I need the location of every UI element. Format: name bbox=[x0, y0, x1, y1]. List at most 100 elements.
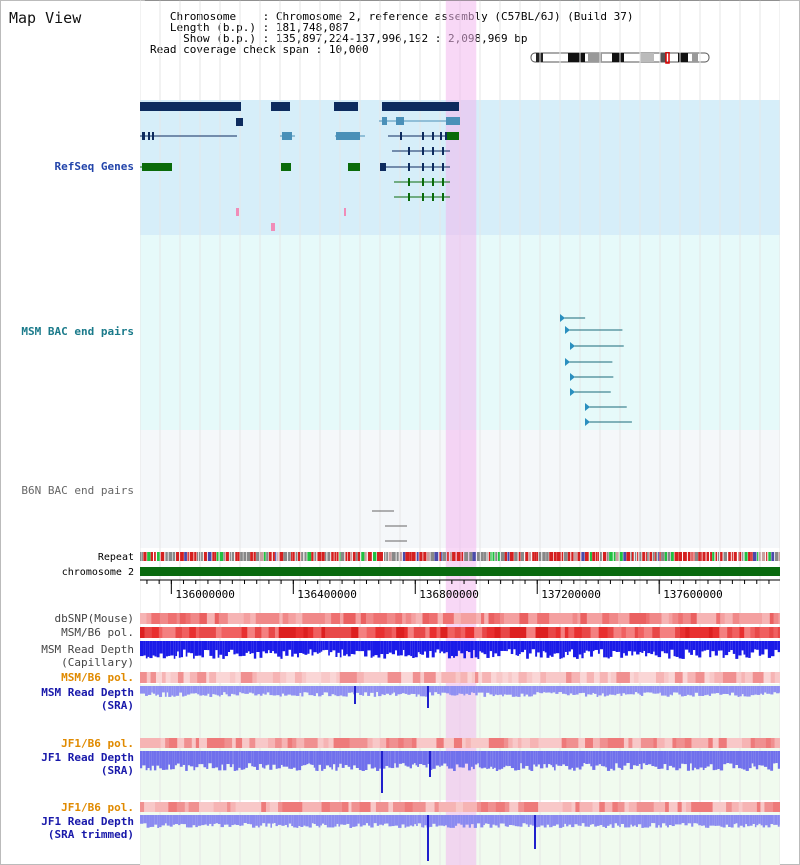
msm-sra-depth-bar bbox=[678, 686, 681, 695]
repeat-element bbox=[452, 552, 456, 561]
jf1-trim-depth-bar bbox=[365, 815, 369, 824]
jf1-trim-depth-bar bbox=[706, 815, 710, 828]
jf1-trim-depth-bar bbox=[159, 815, 162, 828]
jf1-trim-depth-bar bbox=[226, 815, 229, 825]
jf1-sra-depth-bar bbox=[610, 751, 613, 769]
repeat-element bbox=[674, 552, 679, 561]
msm-pol-segment bbox=[739, 627, 745, 638]
refseq-genes-label[interactable]: RefSeq Genes bbox=[54, 160, 134, 173]
jf1-trim-depth-bar bbox=[373, 815, 377, 824]
dbsnp-segment bbox=[386, 613, 396, 624]
jf1-sra-depth-bar bbox=[253, 751, 257, 767]
repeat-element bbox=[739, 552, 742, 561]
jf1-b6-pol-2-label[interactable]: JF1/B6 pol. bbox=[61, 801, 134, 814]
msm-capillary-depth-bar bbox=[748, 641, 751, 658]
jf1-sra-depth-bar-spike bbox=[429, 751, 431, 777]
jf1-trim-depth-bar bbox=[611, 815, 615, 828]
msm-capillary-depth-bar bbox=[187, 641, 191, 653]
jf1-trim-depth-bar bbox=[143, 815, 147, 824]
msm-pol-2-segment bbox=[526, 672, 533, 683]
msm-read-depth-capillary-label[interactable]: MSM Read Depth (Capillary) bbox=[0, 643, 134, 669]
jf1-sra-depth-bar bbox=[247, 751, 252, 764]
jf1-pol-segment bbox=[453, 738, 463, 748]
dbsnp-segment bbox=[255, 613, 263, 624]
refseq-pseudogene bbox=[271, 223, 275, 231]
jf1-trim-depth-bar bbox=[444, 815, 447, 826]
msm-pol-segment bbox=[203, 627, 209, 638]
msm-capillary-depth-bar bbox=[675, 641, 679, 657]
jf1-trim-depth-bar bbox=[762, 815, 766, 828]
dbsnp-label[interactable]: dbSNP(Mouse) bbox=[54, 612, 134, 625]
msm-pol-2-segment bbox=[140, 672, 148, 683]
msm-sra-depth-bar bbox=[143, 686, 146, 694]
msm-b6-pol-2-label[interactable]: MSM/B6 pol. bbox=[61, 671, 134, 684]
msm-capillary-depth-bar bbox=[304, 641, 308, 655]
msm-sra-depth-bar bbox=[383, 686, 386, 696]
msm-pol-segment bbox=[712, 627, 720, 638]
jf1-read-depth-sra-line2: (SRA) bbox=[100, 764, 134, 777]
jf1-trim-depth-bar bbox=[568, 815, 572, 825]
msm-sra-depth-bar bbox=[470, 686, 473, 693]
repeat-element bbox=[237, 552, 240, 561]
msm-read-depth-sra-label[interactable]: MSM Read Depth (SRA) bbox=[0, 686, 134, 712]
jf1-trim-depth-bar bbox=[668, 815, 672, 826]
msm-pol-segment bbox=[169, 627, 177, 638]
jf1-trim-depth-bar bbox=[728, 815, 731, 827]
msm-capillary-depth-bar bbox=[555, 641, 560, 654]
repeat-element bbox=[350, 552, 353, 561]
jf1-pol-2-segment bbox=[294, 802, 303, 812]
jf1-sra-depth-bar bbox=[723, 751, 727, 765]
msm-sra-depth-bar bbox=[264, 686, 267, 695]
jf1-pol-2-segment bbox=[604, 802, 613, 812]
msm-pol-segment bbox=[769, 627, 774, 638]
msm-capillary-depth-bar bbox=[272, 641, 274, 652]
repeat-element bbox=[495, 552, 498, 561]
msm-sra-depth-bar bbox=[596, 686, 599, 697]
msm-capillary-depth-bar bbox=[587, 641, 591, 652]
msm-sra-depth-bar bbox=[281, 686, 285, 694]
msm-sra-depth-bar bbox=[456, 686, 459, 696]
jf1-pol-segment bbox=[712, 738, 720, 748]
jf1-trim-depth-bar bbox=[742, 815, 746, 828]
jf1-trim-depth-bar bbox=[716, 815, 719, 826]
jf1-sra-depth-bar bbox=[298, 751, 302, 771]
jf1-read-depth-trimmed-label[interactable]: JF1 Read Depth (SRA trimmed) bbox=[0, 815, 134, 841]
msm-capillary-depth-bar bbox=[627, 641, 632, 652]
jf1-pol-segment bbox=[561, 738, 567, 748]
jf1-trim-depth-bar bbox=[508, 815, 513, 826]
selection-highlight[interactable] bbox=[445, 0, 477, 865]
jf1-sra-depth-bar bbox=[301, 751, 303, 766]
dbsnp-segment bbox=[665, 613, 670, 624]
jf1-sra-depth-bar bbox=[773, 751, 776, 764]
jf1-sra-depth-bar bbox=[533, 751, 536, 765]
jf1-sra-depth-bar bbox=[530, 751, 534, 771]
msm-capillary-depth-bar bbox=[500, 641, 504, 651]
msm-capillary-depth-bar bbox=[277, 641, 281, 657]
jf1-trim-depth-bar bbox=[527, 815, 530, 827]
msm-capillary-depth-bar bbox=[494, 641, 498, 654]
jf1-sra-depth-bar bbox=[256, 751, 259, 770]
info-span-value: 10,000 bbox=[328, 43, 369, 56]
jf1-pol-segment bbox=[328, 738, 335, 748]
jf1-b6-pol-label[interactable]: JF1/B6 pol. bbox=[61, 737, 134, 750]
msm-pol-segment bbox=[732, 627, 740, 638]
msm-b6-pol-label[interactable]: MSM/B6 pol. bbox=[61, 626, 134, 639]
b6n-bac-label[interactable]: B6N BAC end pairs bbox=[21, 484, 134, 497]
msm-pol-2-segment bbox=[356, 672, 365, 683]
jf1-sra-depth-bar bbox=[331, 751, 333, 770]
genome-track-canvas[interactable]: 136000000 136400000 136800000 137200000 1376… bbox=[140, 0, 780, 865]
jf1-trim-depth-bar bbox=[385, 815, 389, 824]
repeat-element bbox=[658, 552, 660, 561]
msm-capillary-depth-bar bbox=[754, 641, 757, 650]
msm-sra-depth-bar bbox=[287, 686, 291, 695]
jf1-trim-depth-bar bbox=[562, 815, 565, 827]
msm-pol-segment bbox=[295, 627, 304, 638]
msm-sra-depth-bar bbox=[575, 686, 579, 695]
jf1-pol-segment bbox=[496, 738, 501, 748]
jf1-sra-depth-bar bbox=[170, 751, 173, 770]
msm-sra-depth-bar bbox=[407, 686, 411, 695]
msm-bac-label[interactable]: MSM BAC end pairs bbox=[21, 325, 134, 338]
msm-pol-2-segment bbox=[155, 672, 163, 683]
msm-pol-2-segment bbox=[508, 672, 513, 683]
jf1-read-depth-sra-label[interactable]: JF1 Read Depth (SRA) bbox=[0, 751, 134, 777]
